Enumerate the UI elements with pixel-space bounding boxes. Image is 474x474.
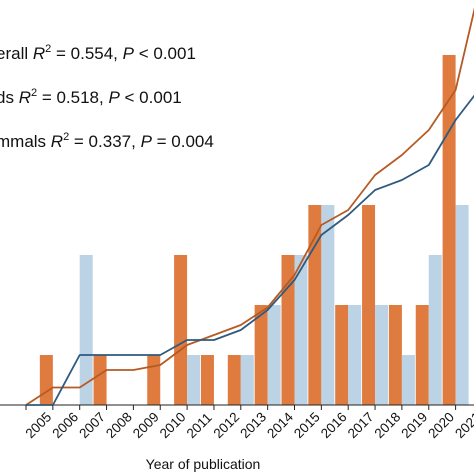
x-tick-label-2008: 2008 (103, 409, 135, 441)
bar-birds-2011 (174, 255, 188, 405)
bar-mammals-2015 (294, 255, 308, 405)
bar-mammals-2011 (187, 355, 201, 405)
bar-birds-2008 (93, 355, 107, 405)
x-tick-label-2019: 2019 (398, 409, 430, 441)
x-tick-label-2009: 2009 (130, 409, 162, 441)
x-tick-label-2007: 2007 (76, 409, 108, 441)
bar-birds-2012 (200, 355, 214, 405)
x-tick-label-2016: 2016 (318, 409, 350, 441)
bar-birds-2006 (39, 355, 53, 405)
x-tick-label-2006: 2006 (49, 409, 81, 441)
annotation-overall: erall R2 = 0.554, P < 0.001 (0, 43, 196, 63)
bar-birds-2016 (308, 205, 322, 405)
x-tick-label-2014: 2014 (264, 409, 296, 441)
bar-birds-2021 (442, 55, 456, 405)
bar-birds-2010 (147, 355, 161, 405)
bar-birds-2020 (415, 305, 429, 405)
trend-line-overall (26, 94, 474, 406)
x-tick-label-2018: 2018 (372, 409, 404, 441)
bar-mammals-2014 (267, 305, 281, 405)
x-tick-label-2013: 2013 (237, 409, 269, 441)
annotation-mammals: mmals R2 = 0.337, P = 0.004 (0, 131, 214, 151)
x-tick-labels: 2005200620072008200920102011201220132014… (23, 405, 474, 441)
annotation-birds: ds R2 = 0.518, P < 0.001 (0, 87, 182, 107)
trend-line-birds (25, 7, 474, 406)
trend-lines (25, 7, 474, 406)
bar-mammals-2017 (348, 305, 362, 405)
bar-mammals-2018 (375, 305, 389, 405)
x-tick-label-2010: 2010 (157, 409, 189, 441)
x-tick-label-2015: 2015 (291, 409, 323, 441)
x-tick-label-2017: 2017 (345, 409, 377, 441)
bars (39, 55, 469, 405)
bar-mammals-2020 (428, 255, 442, 405)
x-tick-label-2020: 2020 (425, 409, 457, 441)
bar-mammals-2016 (321, 205, 335, 405)
bar-birds-2017 (335, 305, 349, 405)
bar-birds-2013 (227, 355, 241, 405)
x-tick-label-2012: 2012 (210, 409, 242, 441)
bar-mammals-2013 (240, 355, 254, 405)
bar-birds-2014 (254, 305, 268, 405)
x-tick-label-2021: 2021 (452, 409, 474, 441)
x-tick-label-2011: 2011 (184, 410, 215, 441)
x-axis-title: Year of publication (146, 456, 261, 472)
x-tick-label-2005: 2005 (23, 409, 55, 441)
bar-mammals-2021 (455, 205, 469, 405)
bar-mammals-2019 (401, 355, 415, 405)
bar-birds-2018 (362, 205, 376, 405)
bar-birds-2019 (388, 305, 402, 405)
bar-mammals-2007 (79, 255, 93, 405)
bar-birds-2015 (281, 255, 295, 405)
